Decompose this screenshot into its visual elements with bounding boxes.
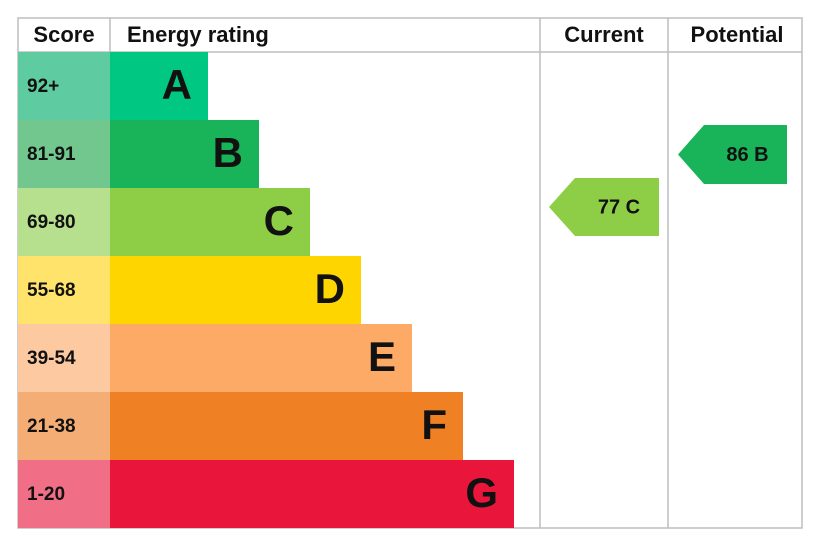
rating-letter: D — [315, 265, 345, 312]
score-label: 1-20 — [27, 484, 65, 505]
rating-bar — [110, 188, 310, 256]
rating-letter: A — [162, 61, 192, 108]
rating-letter: E — [368, 333, 396, 380]
arrows: 77 C 86 B — [549, 125, 787, 236]
current-arrow — [549, 178, 659, 236]
score-label: 69-80 — [27, 212, 76, 233]
rating-letter: B — [213, 129, 243, 176]
rating-letter: F — [421, 401, 447, 448]
header-rating: Energy rating — [127, 22, 269, 47]
rating-letter: G — [465, 469, 498, 516]
score-cell — [18, 52, 110, 120]
score-cell — [18, 256, 110, 324]
header-score: Score — [33, 22, 94, 47]
score-label: 21-38 — [27, 416, 76, 437]
score-cell — [18, 392, 110, 460]
rating-bar — [110, 52, 208, 120]
potential-label: 86 B — [726, 144, 768, 166]
score-cell — [18, 460, 110, 528]
score-label: 92+ — [27, 76, 59, 97]
score-label: 81-91 — [27, 144, 76, 165]
current-label: 77 C — [598, 196, 640, 218]
header-current: Current — [564, 22, 644, 47]
score-label: 39-54 — [27, 348, 76, 369]
score-label: 55-68 — [27, 280, 76, 301]
score-cell — [18, 324, 110, 392]
rating-bar — [110, 460, 514, 528]
rating-bar — [110, 392, 463, 460]
rating-bar — [110, 324, 412, 392]
rating-bar — [110, 256, 361, 324]
rating-letter: C — [264, 197, 294, 244]
score-cell — [18, 188, 110, 256]
rating-bar — [110, 120, 259, 188]
bands: 92+ A 81-91 B 69-80 C 55-68 D 39-54 E 21-38 F 1-20 G — [18, 52, 514, 528]
header-potential: Potential — [691, 22, 784, 47]
score-cell — [18, 120, 110, 188]
potential-arrow — [678, 125, 787, 184]
